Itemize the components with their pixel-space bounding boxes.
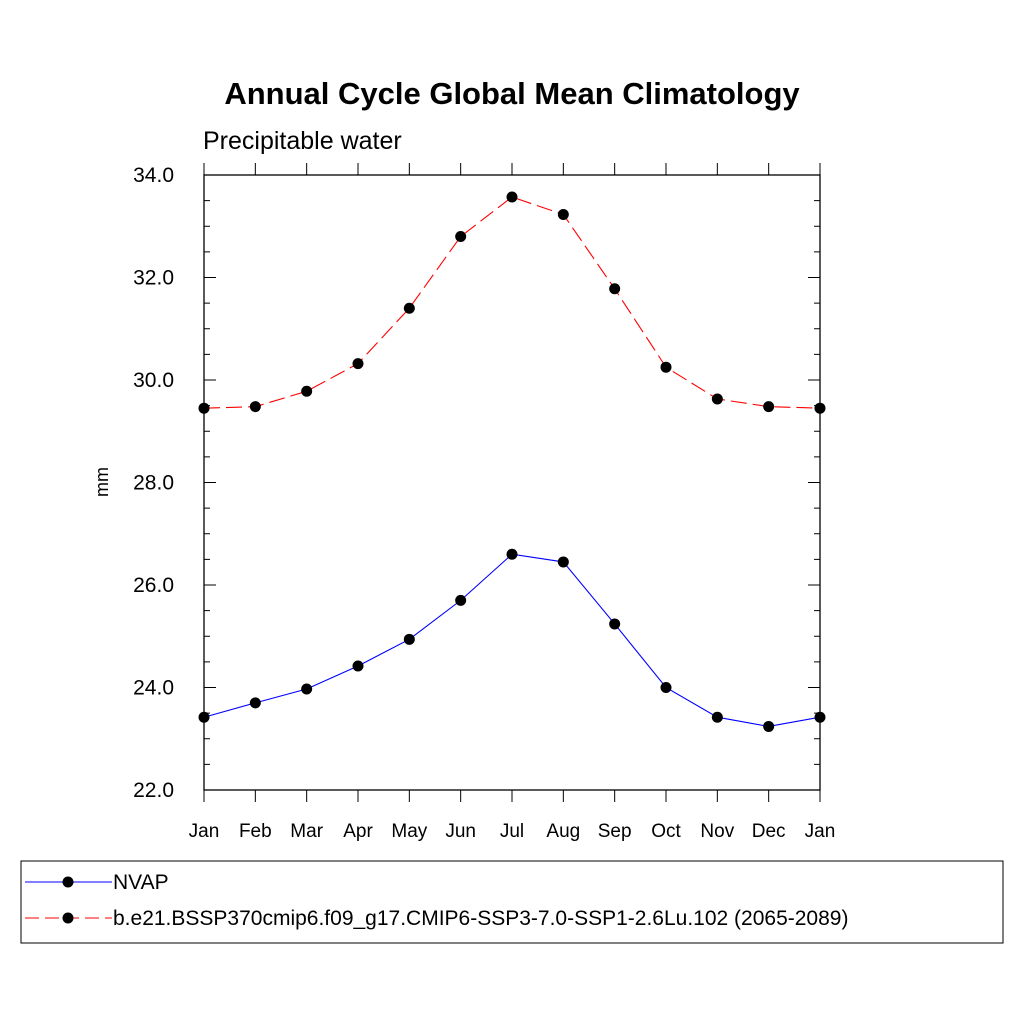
x-tick-label: Feb <box>239 821 272 842</box>
y-axis-label: mm <box>92 467 112 497</box>
legend-box <box>20 860 1004 944</box>
data-point <box>763 401 775 413</box>
x-tick-label: Apr <box>343 821 373 842</box>
data-point <box>814 711 826 723</box>
legend-label: NVAP <box>113 871 169 894</box>
y-tick-label: 22.0 <box>133 779 174 802</box>
y-tick-label: 26.0 <box>133 574 174 597</box>
y-tick-label: 30.0 <box>133 369 174 392</box>
data-point <box>557 556 569 568</box>
legend: NVAP b.e21.BSSP370cmip6.f09_g17.CMIP6-SSP… <box>25 871 848 930</box>
legend-item-1: b.e21.BSSP370cmip6.f09_g17.CMIP6-SSP3-7.… <box>25 907 848 930</box>
x-tick-label: Oct <box>651 821 681 842</box>
data-point <box>557 208 569 220</box>
data-point <box>198 711 210 723</box>
data-point <box>198 402 210 414</box>
data-point <box>506 191 518 203</box>
data-point <box>301 683 313 695</box>
x-tick-label: Dec <box>752 821 786 842</box>
data-point <box>249 697 261 709</box>
data-point <box>609 618 621 630</box>
chart-subtitle: Precipitable water <box>203 127 402 155</box>
x-tick-label: Sep <box>598 821 632 842</box>
plot-frame <box>203 174 821 791</box>
x-tick-label: Jan <box>189 821 220 842</box>
legend-marker <box>62 912 74 924</box>
x-tick-label: Aug <box>546 821 580 842</box>
axis-tick-labels: 22.0 24.0 26.0 28.0 30.0 32.0 34.0 Jan Feb Mar Apr… <box>133 164 835 842</box>
y-tick-label: 24.0 <box>133 677 174 700</box>
x-tick-label: Jun <box>445 821 476 842</box>
series-1 <box>198 191 826 414</box>
data-point <box>403 302 415 314</box>
x-tick-label: Nov <box>700 821 734 842</box>
legend-label: b.e21.BSSP370cmip6.f09_g17.CMIP6-SSP3-7.… <box>113 907 848 930</box>
data-point <box>763 720 775 732</box>
series-line <box>203 553 821 728</box>
data-point <box>352 660 364 672</box>
axis-ticks <box>203 163 821 802</box>
x-tick-label: May <box>391 821 427 842</box>
data-point <box>609 283 621 295</box>
data-point <box>814 402 826 414</box>
data-point <box>301 385 313 397</box>
legend-marker <box>62 876 74 888</box>
chart-title: Annual Cycle Global Mean Climatology <box>224 76 800 111</box>
data-point <box>403 633 415 645</box>
x-tick-label: Jul <box>500 821 524 842</box>
data-point <box>711 711 723 723</box>
data-point <box>455 594 467 606</box>
series-line <box>203 196 821 409</box>
x-tick-label: Jan <box>805 821 836 842</box>
legend-item-0: NVAP <box>25 871 169 894</box>
x-tick-label: Mar <box>290 821 323 842</box>
data-point <box>660 361 672 373</box>
y-tick-label: 28.0 <box>133 472 174 495</box>
data-point <box>711 393 723 405</box>
y-tick-label: 32.0 <box>133 267 174 290</box>
data-point <box>352 358 364 370</box>
y-tick-label: 34.0 <box>133 164 174 187</box>
series-layer <box>198 191 826 732</box>
data-point <box>506 548 518 560</box>
series-0 <box>198 548 826 732</box>
data-point <box>660 682 672 693</box>
data-point <box>455 231 467 242</box>
data-point <box>249 401 261 413</box>
